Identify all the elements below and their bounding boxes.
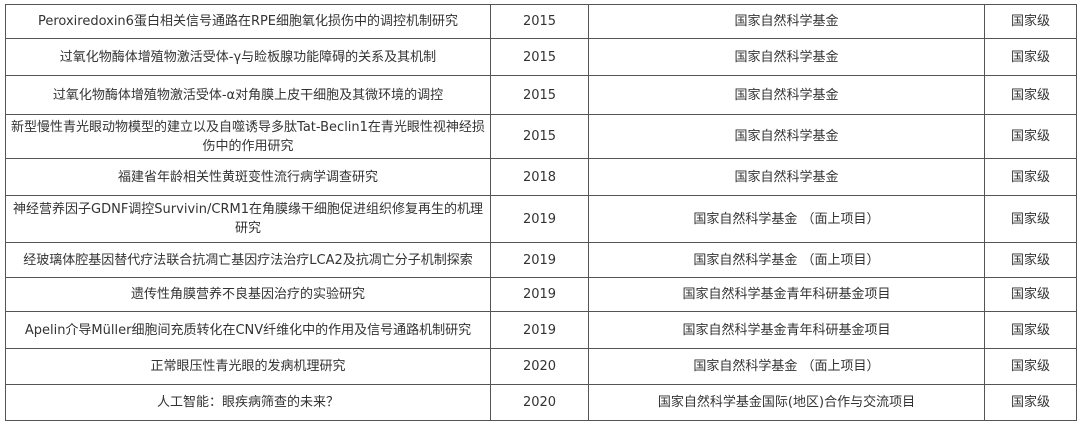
project-title-cell: 正常眼压性青光眼的发病机理研究	[5, 348, 491, 385]
table-row: 经玻璃体腔基因替代疗法联合抗凋亡基因疗法治疗LCA2及抗凋亡分子机制探索 2019…	[5, 242, 1077, 278]
year-cell: 2015	[490, 75, 589, 115]
project-title-cell: Apelin介导Müller细胞间充质转化在CNV纤维化中的作用及信号通路机制研…	[5, 311, 491, 349]
funding-source-cell: 国家自然科学基金青年科研基金项目	[588, 277, 985, 312]
project-title-cell: 新型慢性青光眼动物模型的建立以及自噬诱导多肽Tat-Beclin1在青光眼性视神…	[5, 114, 491, 159]
table-row: 神经营养因子GDNF调控Survivin/CRM1在角膜缘干细胞促进组织修复再生…	[5, 195, 1077, 243]
table-row: 福建省年龄相关性黄斑变性流行病学调查研究 2018 国家自然科学基金 国家级	[5, 158, 1077, 196]
project-title-cell: 过氧化物酶体增殖物激活受体-α对角膜上皮干细胞及其微环境的调控	[5, 75, 491, 115]
funding-source-cell: 国家自然科学基金	[588, 114, 985, 159]
table-row: Peroxiredoxin6蛋白相关信号通路在RPE细胞氧化损伤中的调控机制研究…	[5, 4, 1077, 39]
funding-source-cell: 国家自然科学基金 （面上项目）	[588, 195, 985, 243]
level-cell: 国家级	[984, 75, 1077, 115]
level-cell: 国家级	[984, 4, 1077, 39]
year-cell: 2019	[490, 195, 589, 243]
funding-source-cell: 国家自然科学基金	[588, 75, 985, 115]
funding-source-cell: 国家自然科学基金	[588, 158, 985, 196]
year-cell: 2015	[490, 4, 589, 39]
table-row: 遗传性角膜营养不良基因治疗的实验研究 2019 国家自然科学基金青年科研基金项目 国家…	[5, 277, 1077, 312]
funding-source-cell: 国家自然科学基金 （面上项目）	[588, 242, 985, 278]
table-row: Apelin介导Müller细胞间充质转化在CNV纤维化中的作用及信号通路机制研…	[5, 311, 1077, 349]
project-title-cell: 人工智能：眼疾病筛查的未来？	[5, 384, 491, 421]
funding-source-cell: 国家自然科学基金 （面上项目）	[588, 348, 985, 385]
level-cell: 国家级	[984, 277, 1077, 312]
funding-source-cell: 国家自然科学基金	[588, 4, 985, 39]
table-row: 过氧化物酶体增殖物激活受体-α对角膜上皮干细胞及其微环境的调控 2015 国家自然科…	[5, 75, 1077, 115]
table-row: 新型慢性青光眼动物模型的建立以及自噬诱导多肽Tat-Beclin1在青光眼性视神…	[5, 114, 1077, 159]
level-cell: 国家级	[984, 114, 1077, 159]
level-cell: 国家级	[984, 242, 1077, 278]
project-title-cell: 神经营养因子GDNF调控Survivin/CRM1在角膜缘干细胞促进组织修复再生…	[5, 195, 491, 243]
year-cell: 2019	[490, 277, 589, 312]
funding-source-cell: 国家自然科学基金国际(地区)合作与交流项目	[588, 384, 985, 421]
level-cell: 国家级	[984, 38, 1077, 76]
project-title-cell: Peroxiredoxin6蛋白相关信号通路在RPE细胞氧化损伤中的调控机制研究	[5, 4, 491, 39]
level-cell: 国家级	[984, 348, 1077, 385]
level-cell: 国家级	[984, 311, 1077, 349]
level-cell: 国家级	[984, 384, 1077, 421]
year-cell: 2018	[490, 158, 589, 196]
year-cell: 2019	[490, 242, 589, 278]
funding-source-cell: 国家自然科学基金青年科研基金项目	[588, 311, 985, 349]
projects-table: Peroxiredoxin6蛋白相关信号通路在RPE细胞氧化损伤中的调控机制研究…	[5, 4, 1077, 421]
project-title-cell: 福建省年龄相关性黄斑变性流行病学调查研究	[5, 158, 491, 196]
table-row: 正常眼压性青光眼的发病机理研究 2020 国家自然科学基金 （面上项目） 国家级	[5, 348, 1077, 385]
year-cell: 2015	[490, 38, 589, 76]
table-row: 人工智能：眼疾病筛查的未来？ 2020 国家自然科学基金国际(地区)合作与交流项目国…	[5, 384, 1077, 421]
funding-source-cell: 国家自然科学基金	[588, 38, 985, 76]
level-cell: 国家级	[984, 195, 1077, 243]
project-title-cell: 过氧化物酶体增殖物激活受体-γ与睑板腺功能障碍的关系及其机制	[5, 38, 491, 76]
year-cell: 2020	[490, 348, 589, 385]
table-row: 过氧化物酶体增殖物激活受体-γ与睑板腺功能障碍的关系及其机制 2015 国家自然科学…	[5, 38, 1077, 76]
level-cell: 国家级	[984, 158, 1077, 196]
year-cell: 2015	[490, 114, 589, 159]
project-title-cell: 遗传性角膜营养不良基因治疗的实验研究	[5, 277, 491, 312]
project-title-cell: 经玻璃体腔基因替代疗法联合抗凋亡基因疗法治疗LCA2及抗凋亡分子机制探索	[5, 242, 491, 278]
year-cell: 2020	[490, 384, 589, 421]
year-cell: 2019	[490, 311, 589, 349]
